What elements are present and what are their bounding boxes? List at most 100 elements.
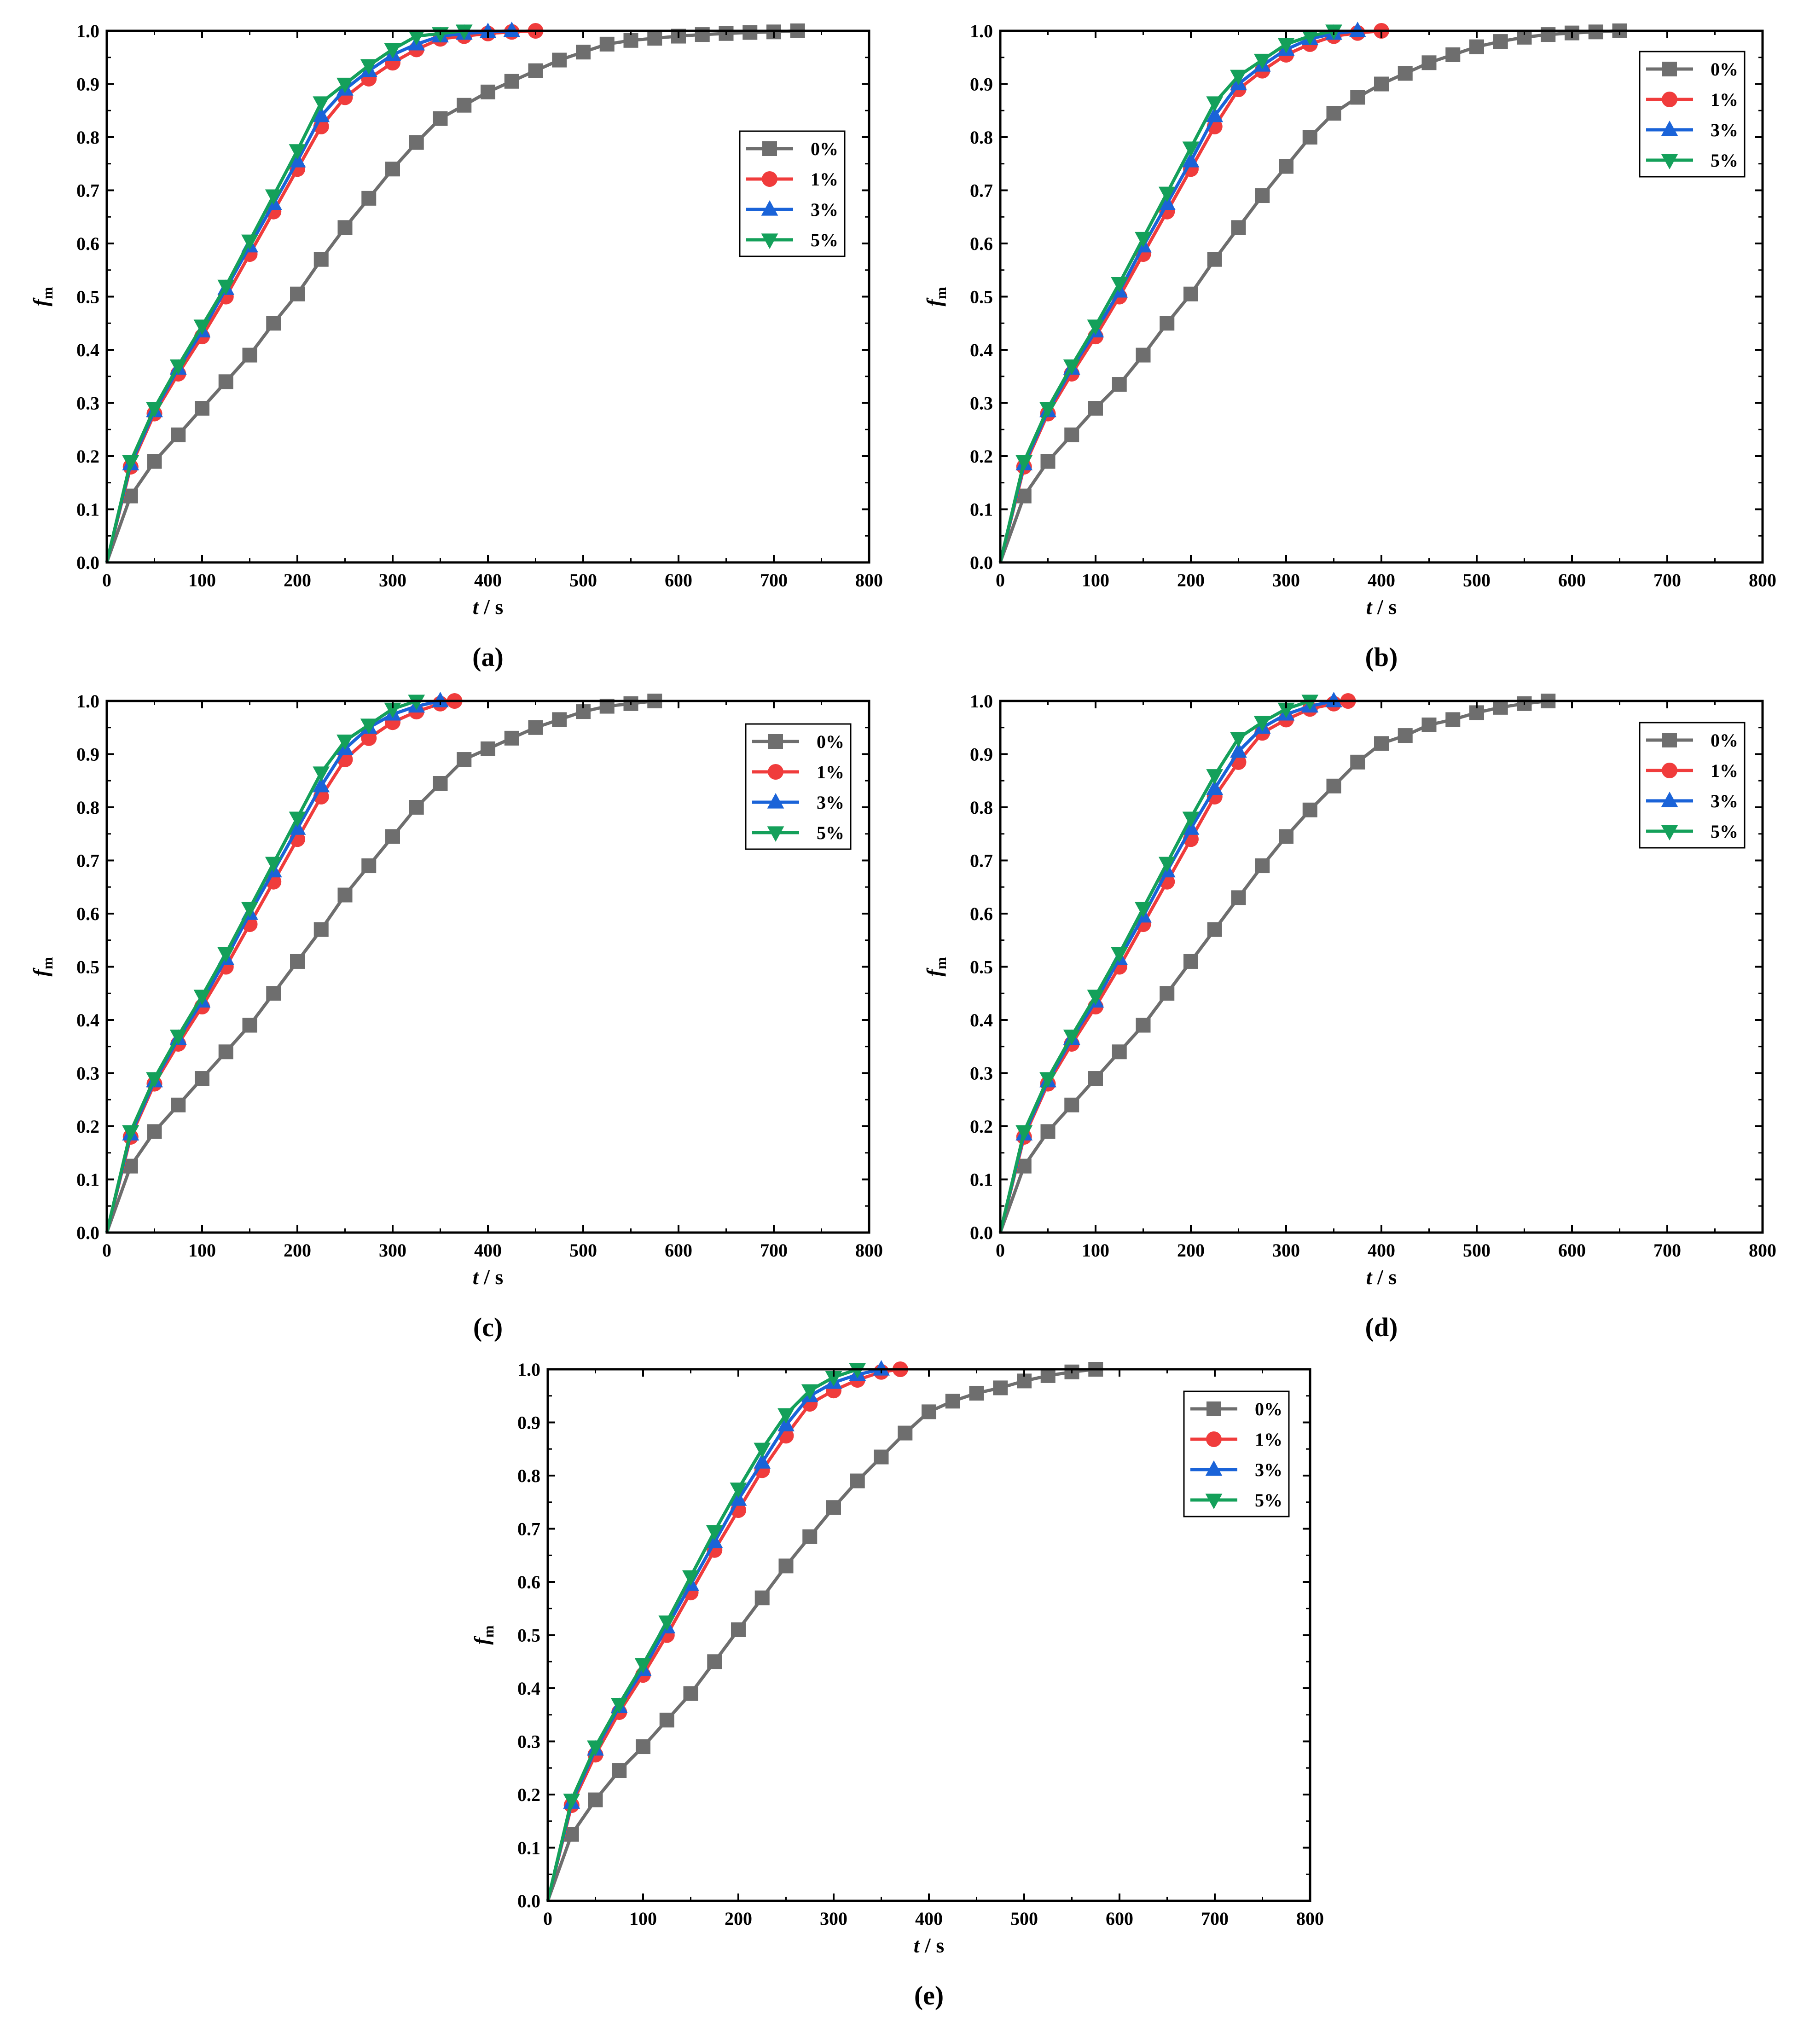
legend-label: 5%: [817, 822, 844, 843]
y-tick-label: 0.5: [76, 287, 99, 307]
x-tick-label: 200: [284, 1240, 311, 1261]
data-point: [1374, 76, 1389, 92]
x-tick-label: 600: [1558, 1240, 1586, 1261]
y-axis-title: fm: [470, 1625, 497, 1644]
data-point: [754, 1590, 770, 1605]
data-point: [1541, 27, 1556, 42]
legend-label: 3%: [817, 792, 844, 813]
x-tick-label: 300: [1272, 1240, 1300, 1261]
data-point: [1206, 106, 1224, 122]
series-line-1pct: [546, 1367, 901, 1901]
data-point: [563, 1793, 580, 1809]
data-point: [777, 1408, 795, 1424]
x-tick-label: 600: [665, 570, 692, 591]
y-tick-label: 0.1: [76, 1170, 99, 1190]
data-point: [695, 27, 710, 42]
y-tick-label: 0.9: [517, 1413, 540, 1433]
series-line-5pct: [998, 699, 1311, 1233]
x-tick-label: 800: [1749, 1240, 1776, 1261]
data-point: [850, 1473, 865, 1488]
data-point: [384, 43, 401, 59]
data-point: [1206, 769, 1224, 785]
data-point: [1255, 188, 1270, 203]
data-point: [147, 1124, 162, 1139]
y-tick-label: 0.5: [76, 957, 99, 978]
legend-marker: [1206, 1401, 1221, 1416]
y-tick-label: 0.0: [76, 552, 99, 573]
data-point: [1182, 141, 1200, 157]
data-point: [634, 1658, 652, 1674]
y-tick-label: 0.3: [76, 393, 99, 414]
x-tick-label: 0: [996, 570, 1005, 591]
legend-marker: [1662, 733, 1677, 747]
x-tick-label: 400: [474, 570, 502, 591]
data-point: [313, 96, 330, 112]
x-tick-label: 800: [1749, 570, 1776, 591]
y-tick-label: 0.2: [970, 446, 993, 467]
x-tick-label: 0: [996, 1240, 1005, 1261]
data-point: [1087, 990, 1104, 1006]
chart-panel: 0 100 200 300 400 500 600 700 800 0.0 0.1 0.2 0.3 0.4…: [922, 21, 1776, 672]
data-point: [826, 1500, 841, 1515]
data-point: [290, 286, 305, 301]
data-point: [337, 220, 353, 235]
data-point: [1469, 39, 1484, 54]
data-point: [313, 252, 329, 267]
y-tick-label: 0.2: [517, 1784, 540, 1805]
data-point: [1040, 454, 1056, 469]
x-tick-label: 300: [379, 1240, 406, 1261]
y-tick-label: 0.7: [970, 180, 993, 201]
legend-label: 0%: [811, 139, 838, 159]
data-point: [171, 427, 186, 442]
data-point: [1206, 779, 1224, 795]
x-axis-title: t / s: [914, 1934, 944, 1957]
data-point: [1207, 252, 1222, 267]
data-point: [898, 1425, 913, 1441]
legend-marker: [762, 141, 777, 156]
y-tick-label: 0.4: [970, 340, 993, 360]
data-point: [1350, 90, 1365, 105]
y-tick-label: 0.6: [970, 233, 993, 254]
x-tick-label: 700: [760, 570, 788, 591]
data-point: [849, 1363, 866, 1378]
x-tick-label: 200: [1177, 570, 1205, 591]
y-tick-label: 0.1: [970, 499, 993, 520]
y-tick-label: 0.6: [970, 903, 993, 924]
data-point: [360, 59, 377, 75]
x-tick-label: 400: [1368, 570, 1395, 591]
y-tick-label: 1.0: [970, 21, 993, 41]
x-tick-label: 800: [855, 570, 883, 591]
data-point: [1158, 186, 1176, 203]
x-tick-label: 500: [569, 570, 597, 591]
y-tick-label: 0.8: [76, 127, 99, 148]
data-point: [241, 902, 258, 918]
data-point: [528, 63, 543, 78]
data-point: [481, 84, 495, 99]
data-point: [1279, 829, 1293, 844]
series-line-0pct: [998, 699, 1549, 1233]
legend-marker: [1662, 92, 1677, 107]
data-point: [754, 1442, 771, 1459]
legend-marker: [761, 233, 778, 249]
data-point: [146, 402, 163, 418]
legend: 0% 1% 3% 5%: [739, 130, 846, 257]
x-tick-label: 600: [1558, 570, 1586, 591]
legend-marker: [1661, 792, 1678, 807]
chart-panel: 0 100 200 300 400 500 600 700 800 0.0 0.1 0.2 0.3 0.4…: [470, 1359, 1324, 2010]
legend-marker: [1662, 763, 1677, 778]
legend-marker: [767, 826, 784, 842]
data-point: [1015, 1125, 1033, 1141]
data-point: [1325, 692, 1342, 707]
data-point: [1182, 151, 1200, 168]
data-point: [385, 829, 400, 844]
data-point: [1136, 347, 1151, 363]
data-point: [659, 1713, 674, 1728]
data-point: [504, 74, 519, 89]
data-point: [969, 1385, 984, 1401]
data-point: [1136, 1018, 1151, 1033]
data-point: [1111, 947, 1128, 963]
chart-panel: 0 100 200 300 400 500 600 700 800 0.0 0.1 0.2 0.3 0.4…: [922, 691, 1776, 1342]
data-point: [1135, 902, 1152, 918]
y-tick-label: 0.5: [970, 957, 993, 978]
data-point: [599, 36, 615, 52]
